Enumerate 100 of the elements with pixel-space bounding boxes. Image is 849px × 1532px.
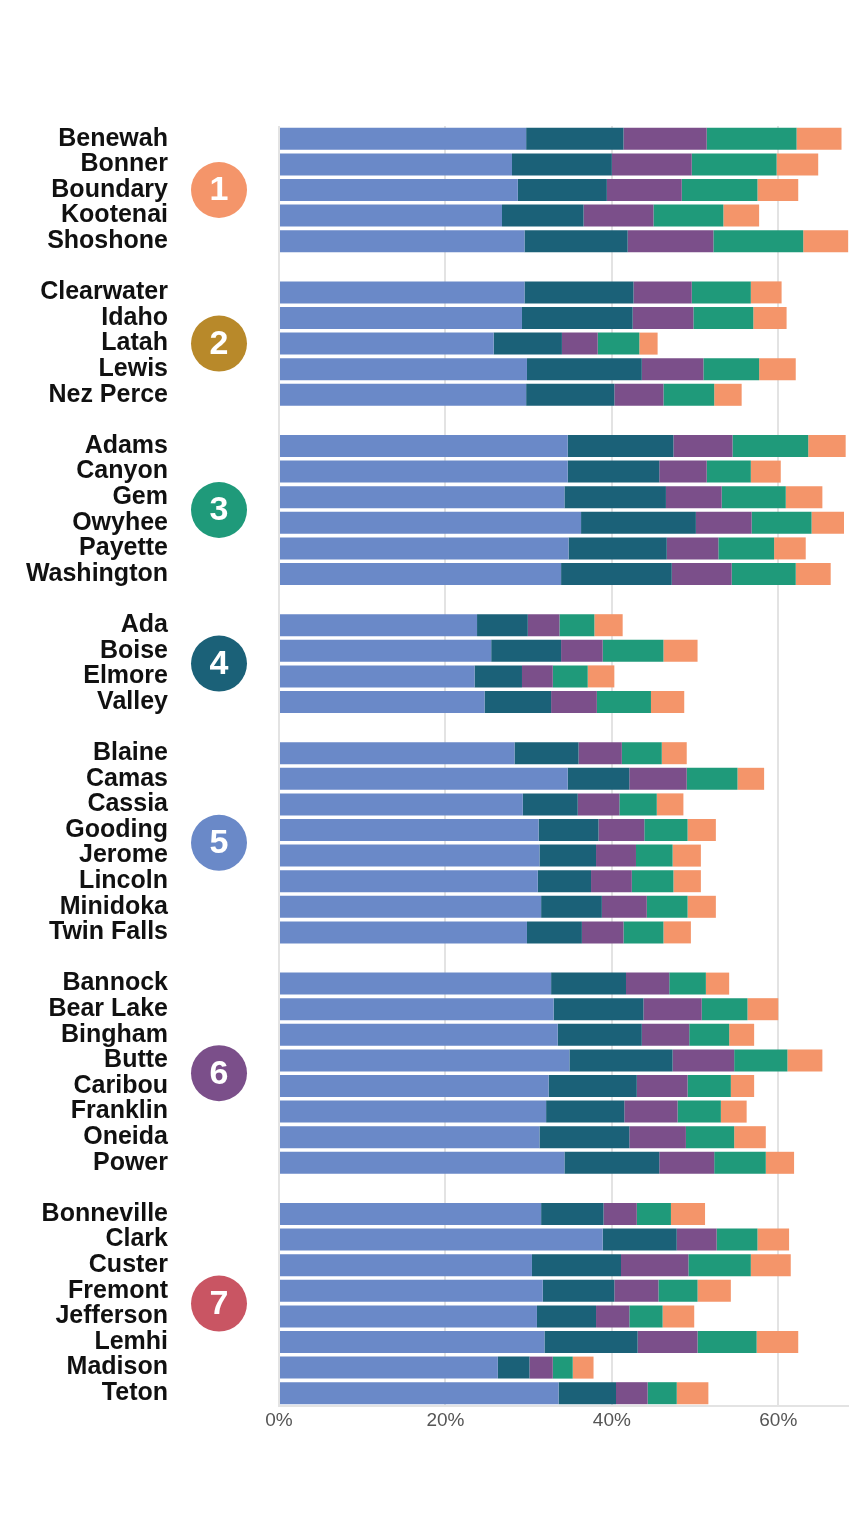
bar	[280, 793, 523, 816]
bar	[280, 844, 540, 867]
bar	[591, 870, 632, 893]
bar	[659, 1151, 715, 1174]
bar	[526, 383, 615, 406]
bar	[750, 1254, 791, 1277]
bar	[681, 178, 758, 202]
bar	[643, 998, 702, 1021]
bar	[280, 537, 569, 560]
bar	[644, 818, 688, 842]
bar	[553, 998, 644, 1021]
bar	[559, 614, 595, 637]
x-tick-label: 60%	[759, 1408, 798, 1430]
bar	[561, 562, 672, 586]
bar	[280, 230, 525, 253]
bar	[280, 1330, 545, 1354]
bar	[280, 1126, 540, 1149]
bar	[621, 1254, 689, 1277]
bar	[546, 1100, 625, 1123]
bar	[526, 127, 624, 150]
bar	[572, 1356, 594, 1379]
bar	[511, 153, 612, 176]
bar	[697, 1279, 731, 1302]
bar	[619, 793, 657, 816]
bar	[687, 818, 716, 842]
bar	[672, 844, 701, 867]
bar	[552, 665, 588, 688]
bar	[691, 153, 777, 176]
bar	[596, 1305, 630, 1328]
bar	[577, 793, 620, 816]
bar	[280, 306, 522, 330]
bar	[551, 972, 626, 995]
bar	[280, 1151, 565, 1174]
bar	[280, 665, 475, 688]
bar	[538, 818, 599, 842]
bar	[750, 460, 781, 483]
y-tick-label: Benewah	[58, 122, 168, 151]
bar	[539, 844, 597, 867]
bar	[280, 434, 568, 458]
bar	[713, 230, 804, 253]
bar	[705, 972, 730, 995]
bar	[701, 998, 748, 1021]
bar	[280, 1279, 543, 1302]
bar	[757, 178, 799, 202]
bar	[787, 1049, 823, 1072]
bar	[637, 1330, 698, 1354]
bar	[521, 665, 553, 688]
bar	[484, 690, 552, 714]
bar	[656, 793, 684, 816]
bar	[621, 742, 662, 765]
bar	[567, 434, 674, 458]
bar	[734, 1126, 766, 1149]
bar	[757, 1228, 790, 1251]
bar	[522, 793, 578, 816]
bar	[665, 486, 722, 509]
bar	[601, 895, 647, 918]
bar	[663, 383, 715, 406]
bar	[569, 1049, 673, 1072]
bar	[578, 742, 622, 765]
bar	[716, 1228, 758, 1251]
bar	[552, 1356, 573, 1379]
bar	[677, 1100, 721, 1123]
bar	[531, 1254, 621, 1277]
bar	[650, 690, 685, 714]
bar	[517, 178, 607, 202]
bar	[629, 1126, 686, 1149]
bar	[594, 614, 623, 637]
bar	[714, 383, 742, 406]
bar	[602, 639, 664, 662]
bar	[280, 460, 568, 483]
bar	[537, 870, 592, 893]
y-tick-label: Bonneville	[41, 1197, 169, 1226]
bar	[280, 1228, 603, 1251]
text: 4	[209, 642, 229, 681]
y-tick-label: Shoshone	[47, 225, 169, 254]
bar	[623, 921, 664, 944]
bar	[688, 1254, 751, 1277]
y-tick-label: Franklin	[70, 1095, 168, 1124]
bar	[280, 1356, 498, 1379]
x-tick-label: 40%	[592, 1408, 631, 1430]
bar	[280, 921, 527, 944]
bar	[723, 204, 760, 227]
bar	[614, 1279, 659, 1302]
bar	[280, 614, 478, 637]
y-tick-label: Latah	[101, 327, 168, 356]
bar	[676, 1228, 717, 1251]
bar	[564, 486, 666, 509]
bar	[280, 1100, 547, 1123]
bar	[564, 1151, 660, 1174]
bar	[636, 1202, 671, 1226]
bar	[714, 1151, 766, 1174]
bar	[614, 383, 664, 406]
bar	[583, 204, 654, 227]
bar	[280, 818, 539, 842]
bar	[747, 998, 779, 1021]
bar	[734, 1049, 788, 1072]
bar	[676, 1382, 709, 1405]
y-tick-label: Madison	[66, 1351, 168, 1380]
bar	[557, 1023, 642, 1046]
bar	[661, 742, 687, 765]
